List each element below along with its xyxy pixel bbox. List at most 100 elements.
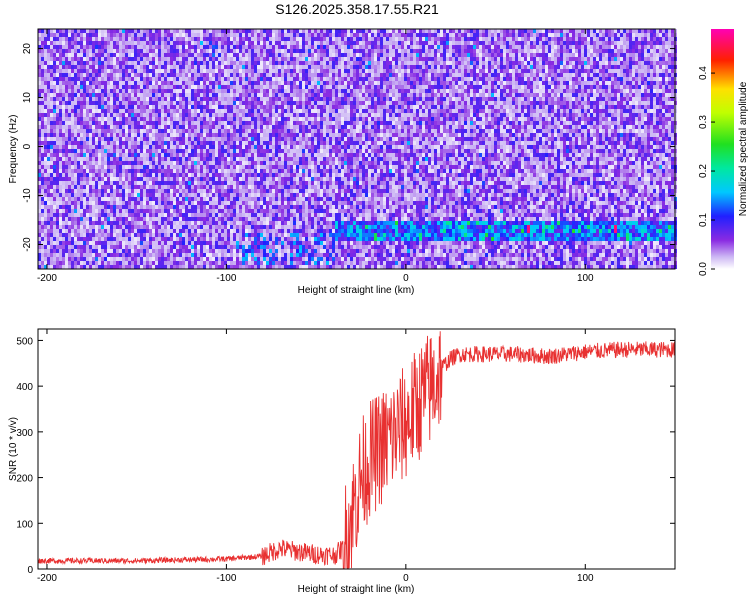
spectrogram-cell bbox=[167, 121, 170, 125]
spectrogram-cell bbox=[512, 109, 515, 113]
spectrogram-cell bbox=[287, 77, 290, 81]
spectrogram-cell bbox=[644, 109, 647, 113]
spectrogram-cell bbox=[386, 57, 389, 61]
spectrogram-cell bbox=[662, 93, 665, 97]
spectrogram-cell bbox=[491, 117, 494, 121]
spectrogram-cell bbox=[227, 73, 230, 77]
spectrogram-cell bbox=[155, 81, 158, 85]
spectrogram-cell bbox=[485, 101, 488, 105]
spectrogram-cell bbox=[476, 57, 479, 61]
spectrogram-cell bbox=[221, 49, 224, 53]
spectrogram-cell bbox=[257, 41, 260, 45]
spectrogram-cell bbox=[506, 29, 509, 33]
spectrogram-cell bbox=[71, 85, 74, 89]
spectrogram-cell bbox=[509, 109, 512, 113]
spectrogram-cell bbox=[353, 101, 356, 105]
spectrogram-cell bbox=[146, 41, 149, 45]
spectrogram-cell bbox=[338, 85, 341, 89]
spectrogram-cell bbox=[530, 65, 533, 69]
spectrogram-cell bbox=[284, 97, 287, 101]
spectrogram-cell bbox=[164, 41, 167, 45]
spectrogram-cell bbox=[215, 85, 218, 89]
spectrogram-cell bbox=[287, 121, 290, 125]
spectrogram-cell bbox=[71, 93, 74, 97]
spectrogram-cell bbox=[428, 93, 431, 97]
spectrogram-cell bbox=[506, 77, 509, 81]
spectrogram-cell bbox=[533, 117, 536, 121]
spectrogram-cell bbox=[653, 89, 656, 93]
spectrogram-cell bbox=[539, 53, 542, 57]
spectrogram-cell bbox=[155, 61, 158, 65]
spectrogram-cell bbox=[47, 29, 50, 33]
spectrogram-cell bbox=[158, 113, 161, 117]
spectrogram-cell bbox=[110, 65, 113, 69]
spectrogram-cell bbox=[83, 105, 86, 109]
spectrogram-cell bbox=[125, 113, 128, 117]
spectrogram-cell bbox=[578, 77, 581, 81]
spectrogram-cell bbox=[68, 105, 71, 109]
spectrogram-cell bbox=[446, 113, 449, 117]
spectrogram-cell bbox=[245, 61, 248, 65]
spectrogram-cell bbox=[527, 81, 530, 85]
spectrogram-cell bbox=[620, 77, 623, 81]
spectrogram-cell bbox=[374, 93, 377, 97]
spectrogram-cell bbox=[185, 49, 188, 53]
spectrogram-cell bbox=[290, 85, 293, 89]
spectrogram-cell bbox=[563, 49, 566, 53]
spectrogram-cell bbox=[650, 73, 653, 77]
spectrogram-cell bbox=[194, 57, 197, 61]
spectrogram-cell bbox=[650, 93, 653, 97]
spectrogram-cell bbox=[506, 57, 509, 61]
spectrogram-cell bbox=[473, 105, 476, 109]
spectrogram-cell bbox=[551, 73, 554, 77]
spectrogram-cell bbox=[326, 37, 329, 41]
spectrogram-cell bbox=[248, 61, 251, 65]
spectrogram-cell bbox=[356, 105, 359, 109]
spectrogram-cell bbox=[623, 61, 626, 65]
spectrogram-cell bbox=[344, 29, 347, 33]
spectrogram-cell bbox=[317, 121, 320, 125]
spectrogram-cell bbox=[233, 29, 236, 33]
spectrogram-cell bbox=[578, 37, 581, 41]
spectrogram-cell bbox=[437, 41, 440, 45]
spectrogram-cell bbox=[521, 61, 524, 65]
spectrogram-cell bbox=[140, 45, 143, 49]
spectrogram-cell bbox=[431, 45, 434, 49]
spectrogram-cell bbox=[581, 33, 584, 37]
spectrogram-cell bbox=[176, 117, 179, 121]
spectrogram-cell bbox=[446, 57, 449, 61]
spectrogram-cell bbox=[611, 97, 614, 101]
spectrogram-cell bbox=[566, 33, 569, 37]
spectrogram-cell bbox=[143, 57, 146, 61]
spectrogram-cell bbox=[92, 109, 95, 113]
spectrogram-cell bbox=[623, 113, 626, 117]
spectrogram-cell bbox=[482, 113, 485, 117]
spectrogram-cell bbox=[233, 97, 236, 101]
spectrogram-cell bbox=[281, 77, 284, 81]
spectrogram-cell bbox=[356, 117, 359, 121]
spectrogram-cell bbox=[392, 109, 395, 113]
spectrogram-cell bbox=[620, 113, 623, 117]
spectrogram-cell bbox=[548, 109, 551, 113]
spectrogram-cell bbox=[335, 77, 338, 81]
spectrogram-cell bbox=[248, 33, 251, 37]
spectrogram-cell bbox=[272, 69, 275, 73]
spectrogram-cell bbox=[566, 41, 569, 45]
spectrogram-cell bbox=[527, 93, 530, 97]
spectrogram-cell bbox=[101, 89, 104, 93]
spectrogram-cell bbox=[152, 93, 155, 97]
spectrogram-cell bbox=[104, 89, 107, 93]
spectrogram-cell bbox=[614, 65, 617, 69]
spectrogram-cell bbox=[284, 57, 287, 61]
spectrogram-cell bbox=[617, 85, 620, 89]
spectrogram-cell bbox=[170, 77, 173, 81]
spectrogram-cell bbox=[416, 49, 419, 53]
spectrogram-cell bbox=[290, 117, 293, 121]
spectrogram-cell bbox=[440, 73, 443, 77]
spectrogram-cell bbox=[443, 77, 446, 81]
spectrogram-cell bbox=[95, 37, 98, 41]
spectrogram-cell bbox=[419, 41, 422, 45]
spectrogram-cell bbox=[470, 77, 473, 81]
spectrogram-cell bbox=[251, 101, 254, 105]
spectrogram-cell bbox=[575, 73, 578, 77]
